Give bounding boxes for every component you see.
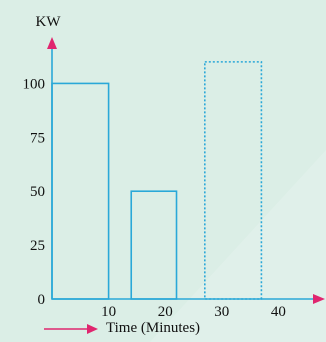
x-axis-label: Time (Minutes) bbox=[106, 320, 200, 336]
bar-3 bbox=[204, 61, 263, 300]
y-axis-arrow-head bbox=[47, 37, 57, 49]
y-tick-label: 25 bbox=[30, 238, 45, 254]
x-axis-arrow-head bbox=[313, 294, 325, 304]
axes-layer bbox=[47, 37, 325, 304]
y-axis-label: KW bbox=[36, 14, 62, 30]
x-label-arrow-head bbox=[87, 324, 98, 334]
y-tick-label: 50 bbox=[30, 184, 45, 200]
x-tick-label: 30 bbox=[214, 304, 229, 320]
y-tick-label: 0 bbox=[38, 292, 46, 308]
x-tick-label: 40 bbox=[271, 304, 286, 320]
tick-labels-layer: 0 25 50 75 100 10 20 30 40 bbox=[23, 76, 286, 320]
x-tick-label: 20 bbox=[158, 304, 173, 320]
y-tick-label: 100 bbox=[23, 76, 46, 92]
y-tick-label: 75 bbox=[30, 130, 45, 146]
x-tick-label: 10 bbox=[101, 304, 116, 320]
background-sheen bbox=[150, 150, 326, 342]
